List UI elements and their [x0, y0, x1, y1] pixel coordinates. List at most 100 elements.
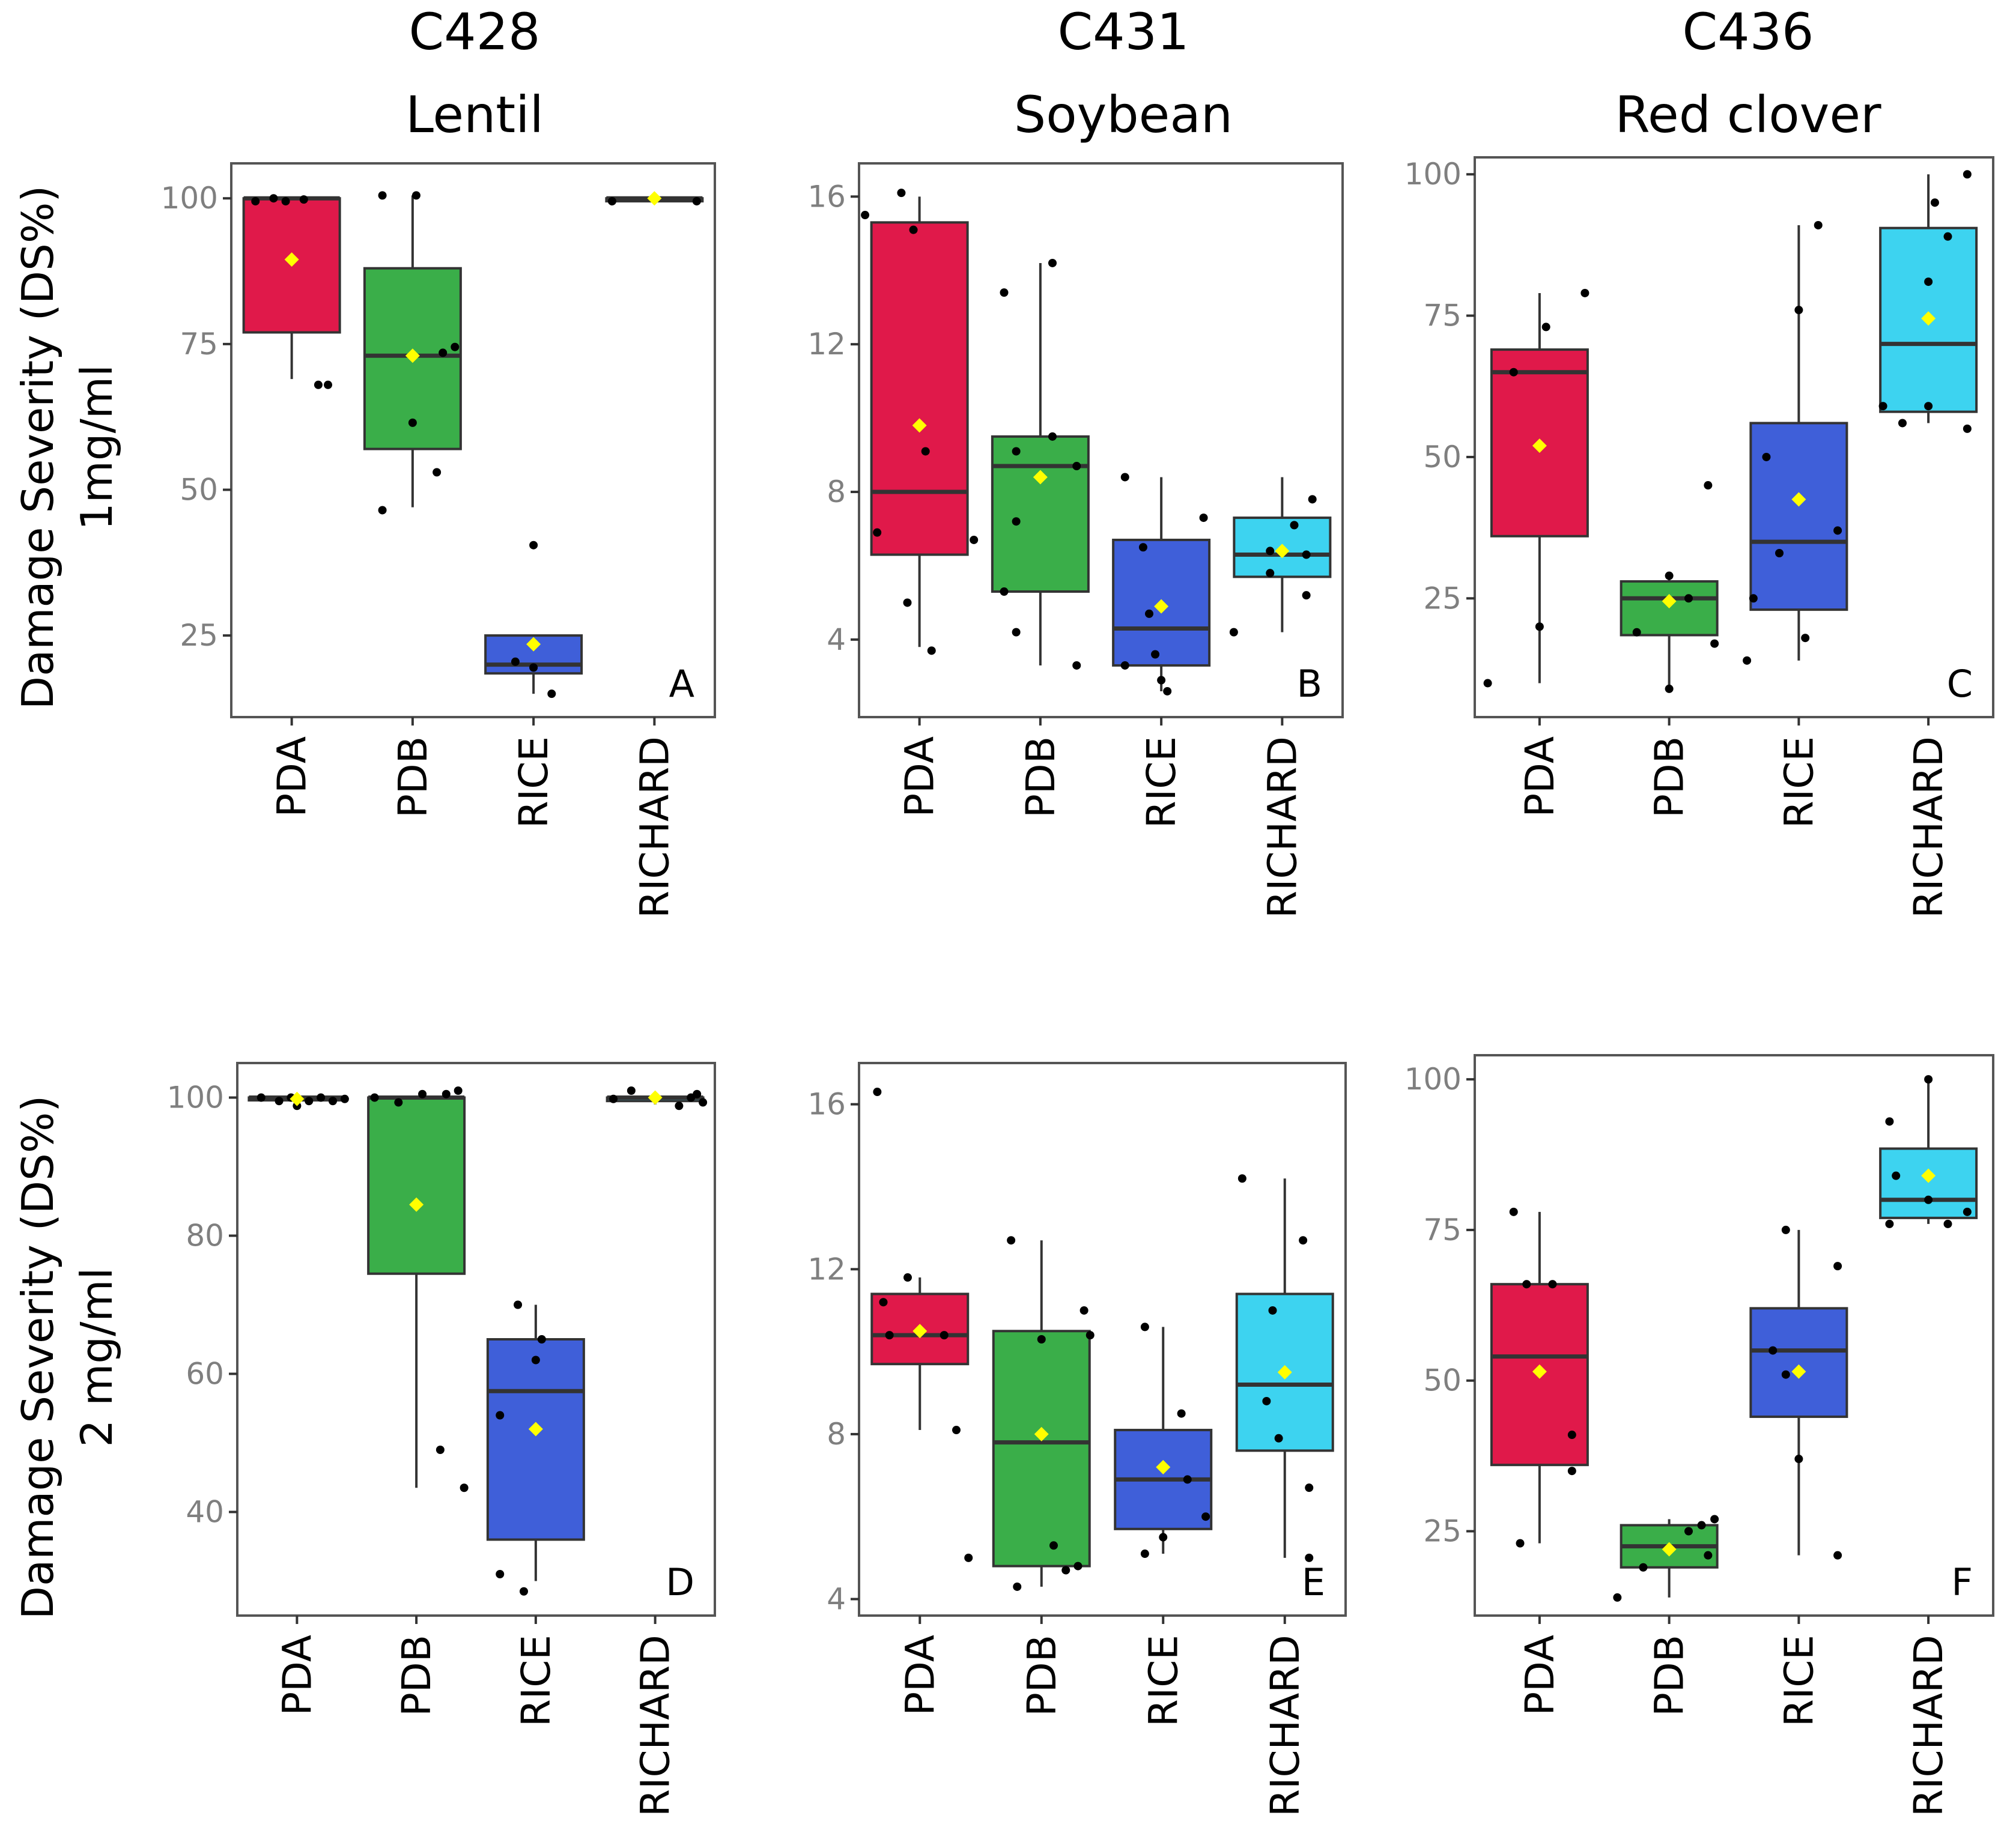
- panel-d-pdb-point-4: [454, 1086, 463, 1095]
- panel-e-richard-point-5: [1305, 1483, 1314, 1492]
- panel-a-richard-point-0: [607, 197, 616, 206]
- panel-c-pda-point-1: [1509, 368, 1518, 377]
- panel-f-box-richard: [1879, 1075, 1978, 1228]
- panel-e-pdb-point-5: [1079, 1306, 1089, 1315]
- panel-d-pdb-point-3: [442, 1089, 451, 1098]
- panel-c-rice-point-6: [1814, 220, 1823, 229]
- panel-c-pdb-point-3: [1665, 684, 1674, 693]
- panel-f-richard-point-1: [1885, 1219, 1894, 1228]
- panel-a-ytick-label-25: 25: [180, 618, 218, 653]
- panel-d-rice-point-1: [514, 1300, 523, 1309]
- panel-e-rice-point-1: [1140, 1550, 1149, 1559]
- panel-b-pda-point-6: [927, 646, 936, 655]
- panel-a-rice-mean-marker: [526, 637, 541, 652]
- panel-f-rice-point-1: [1769, 1346, 1778, 1355]
- panel-b-richard-point-0: [1229, 628, 1238, 637]
- panel-e-pda-point-0: [873, 1088, 882, 1097]
- panel-d-pda-mean-marker: [290, 1091, 305, 1106]
- panel-d-ytick-label-40: 40: [186, 1495, 224, 1530]
- panel-e-pda-point-3: [885, 1331, 894, 1340]
- column-title-code-c428: C428: [409, 2, 541, 61]
- panel-d-box-pdb: [367, 1086, 469, 1492]
- panel-b-xtick-label-rice: RICE: [1138, 736, 1185, 828]
- panel-c-rice-point-1: [1743, 656, 1752, 665]
- panel-a-pdb-point-4: [433, 468, 442, 477]
- panel-f-rice-point-3: [1833, 1262, 1842, 1271]
- panel-e-rice-point-4: [1183, 1475, 1192, 1484]
- panel-a-letter: A: [669, 662, 694, 706]
- panel-e-pda-point-2: [903, 1273, 912, 1282]
- panel-a-box-pdb: [363, 191, 462, 515]
- panel-c-pda-point-2: [1541, 323, 1550, 332]
- panel-f-pdb-point-4: [1697, 1521, 1706, 1530]
- panel-a-rice-point-0: [511, 657, 520, 666]
- panel-b-pda-point-1: [897, 189, 906, 198]
- panel-b-xtick-label-pdb: PDB: [1018, 736, 1064, 818]
- panel-f-letter: F: [1951, 1560, 1973, 1604]
- panel-d-xtick-label-rice: RICE: [513, 1635, 559, 1727]
- panel-c-pdb-point-1: [1665, 571, 1674, 580]
- panel-d-rice-point-0: [496, 1411, 505, 1420]
- panel-e-box-richard: [1235, 1174, 1334, 1562]
- panel-d-pdb-point-5: [436, 1446, 445, 1454]
- panel-d-pdb-point-1: [394, 1098, 403, 1107]
- panel-a-pdb-point-3: [408, 418, 417, 427]
- panel-a-pdb-point-2: [378, 506, 387, 515]
- panel-e-pdb-point-2: [1037, 1335, 1046, 1344]
- panel-a-pda-point-0: [251, 197, 260, 206]
- panel-f-richard-point-0: [1885, 1117, 1894, 1126]
- panel-e-pdb-point-7: [1073, 1562, 1082, 1571]
- panel-d-pdb-point-6: [460, 1483, 469, 1492]
- panel-d-frame: [236, 1062, 716, 1617]
- panel-d-pda-point-7: [340, 1094, 349, 1103]
- panel-d-box-pda: [247, 1091, 349, 1110]
- panel-a-pda-point-1: [269, 194, 278, 203]
- panel-e-richard-point-4: [1299, 1236, 1308, 1245]
- panel-c-richard-point-0: [1878, 402, 1887, 411]
- panel-e-richard-point-1: [1262, 1396, 1271, 1405]
- panel-c-pdb-point-5: [1704, 481, 1713, 490]
- panel-c-xtick-label-richard: RICHARD: [1905, 736, 1952, 918]
- panel-f-richard-point-2: [1892, 1171, 1901, 1180]
- panel-d-rice-point-2: [531, 1356, 540, 1365]
- panel-f-richard-point-5: [1943, 1219, 1952, 1228]
- panel-b-rice-point-2: [1199, 514, 1208, 523]
- panel-a-xtick-label-pdb: PDB: [390, 736, 436, 818]
- panel-f-box-pdb: [1613, 1515, 1719, 1602]
- panel-b-chart: 4 8 12 16 PDA PDB RICE RICHARD B: [807, 162, 1344, 918]
- panel-e-ytick-label-4: 4: [827, 1582, 846, 1617]
- panel-a-rice-point-3: [547, 689, 556, 698]
- panel-b-richard-point-1: [1266, 547, 1275, 556]
- panel-f-richard-iqr-box: [1879, 1147, 1978, 1219]
- panel-b-rice-point-7: [1163, 686, 1172, 695]
- panel-b-pdb-point-8: [1072, 661, 1081, 670]
- panel-b-richard-point-6: [1266, 569, 1275, 578]
- column-title-host-soybean: Soybean: [1014, 85, 1233, 144]
- panel-d-rice-mean-marker: [528, 1422, 543, 1437]
- panel-e-box-rice: [1114, 1322, 1213, 1559]
- panel-b-richard-point-4: [1302, 550, 1311, 559]
- panel-d-rice-point-5: [520, 1587, 528, 1596]
- panel-b-rice-iqr-box: [1112, 538, 1211, 667]
- panel-f-xtick-label-richard: RICHARD: [1905, 1635, 1952, 1817]
- panel-d-pda-point-1: [275, 1097, 284, 1106]
- panel-e-ytick-label-8: 8: [827, 1417, 846, 1452]
- panel-b-xtick-label-richard: RICHARD: [1259, 736, 1305, 918]
- panel-b-rice-mean-marker: [1154, 599, 1169, 614]
- panel-f-rice-point-0: [1781, 1225, 1790, 1234]
- panel-e-rice-point-3: [1177, 1409, 1186, 1418]
- panel-e-xtick-label-rice: RICE: [1140, 1635, 1186, 1727]
- panel-c-rice-point-0: [1762, 452, 1771, 461]
- panel-c-richard-mean-marker: [1921, 311, 1936, 326]
- row-label-2mg: Damage Severity (DS%) 2 mg/ml: [13, 1095, 122, 1620]
- panel-f-richard-point-6: [1963, 1207, 1972, 1216]
- panel-c-box-rice: [1743, 220, 1848, 665]
- panel-e-pda-point-6: [952, 1426, 961, 1435]
- panel-e-pda-mean-marker: [912, 1324, 928, 1339]
- panel-f-pda-point-2: [1548, 1280, 1557, 1289]
- panel-e-pdb-point-1: [1013, 1582, 1022, 1591]
- panel-c-pda-point-3: [1535, 622, 1544, 631]
- panel-e-pdb-point-3: [1049, 1541, 1058, 1550]
- panel-a-ytick-label-100: 100: [161, 181, 218, 216]
- panel-e-pdb-point-4: [1061, 1566, 1070, 1575]
